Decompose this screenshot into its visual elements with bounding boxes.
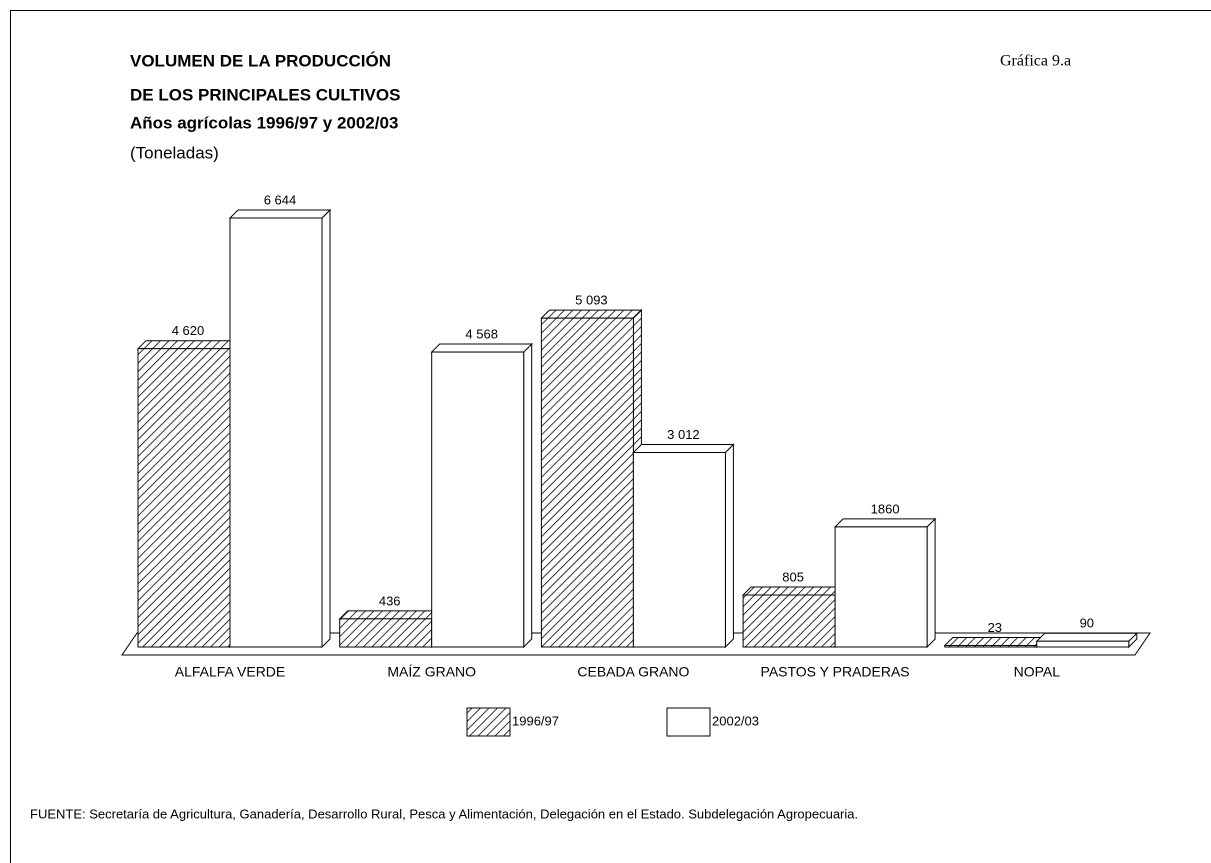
bar-top bbox=[430, 343, 533, 353]
bar bbox=[944, 645, 1038, 648]
bar-top bbox=[833, 518, 937, 528]
legend-label: 2002/03 bbox=[712, 713, 759, 728]
title-line: DE LOS PRINCIPALES CULTIVOS bbox=[130, 85, 400, 104]
source: FUENTE: Secretaría de Agricultura, Ganad… bbox=[30, 806, 858, 821]
bar-top bbox=[136, 340, 240, 350]
data-label: 805 bbox=[782, 569, 804, 584]
bar bbox=[137, 348, 231, 648]
x-tick-label: PASTOS Y PRADERAS bbox=[761, 664, 910, 680]
data-label: 6 644 bbox=[264, 192, 297, 207]
x-tick-label: ALFALFA VERDE bbox=[175, 664, 286, 680]
unit-note: (Toneladas) bbox=[130, 143, 219, 162]
bar bbox=[431, 351, 525, 648]
bar bbox=[339, 618, 433, 648]
legend-swatch bbox=[466, 707, 511, 737]
legend-label: 1996/97 bbox=[512, 713, 559, 728]
bar bbox=[834, 526, 928, 648]
bar bbox=[229, 217, 323, 648]
legend-swatch bbox=[666, 707, 711, 737]
data-label: 436 bbox=[379, 593, 401, 608]
bar-side bbox=[321, 208, 331, 649]
data-label: 23 bbox=[988, 620, 1002, 635]
bar-side bbox=[523, 342, 533, 649]
data-label: 5 093 bbox=[575, 293, 608, 308]
chart-number: Gráfica 9.a bbox=[1000, 53, 1071, 70]
bar-top bbox=[338, 610, 441, 620]
bar bbox=[632, 452, 726, 648]
data-label: 3 012 bbox=[667, 427, 700, 442]
x-tick-label: MAÍZ GRANO bbox=[387, 664, 476, 680]
bar bbox=[540, 317, 634, 648]
bar-top bbox=[1035, 632, 1139, 642]
bar-side bbox=[724, 443, 734, 649]
x-tick-label: NOPAL bbox=[1014, 664, 1061, 680]
x-tick-label: CEBADA GRANO bbox=[577, 664, 689, 680]
bar-top bbox=[741, 586, 845, 596]
bar-top bbox=[228, 209, 332, 219]
bar-top bbox=[943, 637, 1047, 647]
data-label: 90 bbox=[1080, 616, 1094, 631]
bar bbox=[1036, 640, 1130, 648]
data-label: 4 568 bbox=[465, 326, 498, 341]
frame bbox=[10, 10, 1211, 863]
data-label: 4 620 bbox=[172, 323, 205, 338]
subtitle: Años agrícolas 1996/97 y 2002/03 bbox=[130, 113, 398, 132]
title-line: VOLUMEN DE LA PRODUCCIÓN bbox=[130, 51, 391, 70]
bar bbox=[742, 594, 836, 648]
bar-top bbox=[540, 309, 643, 319]
data-label: 1860 bbox=[871, 501, 900, 516]
bar-top bbox=[632, 444, 735, 454]
bar-side bbox=[926, 517, 936, 649]
